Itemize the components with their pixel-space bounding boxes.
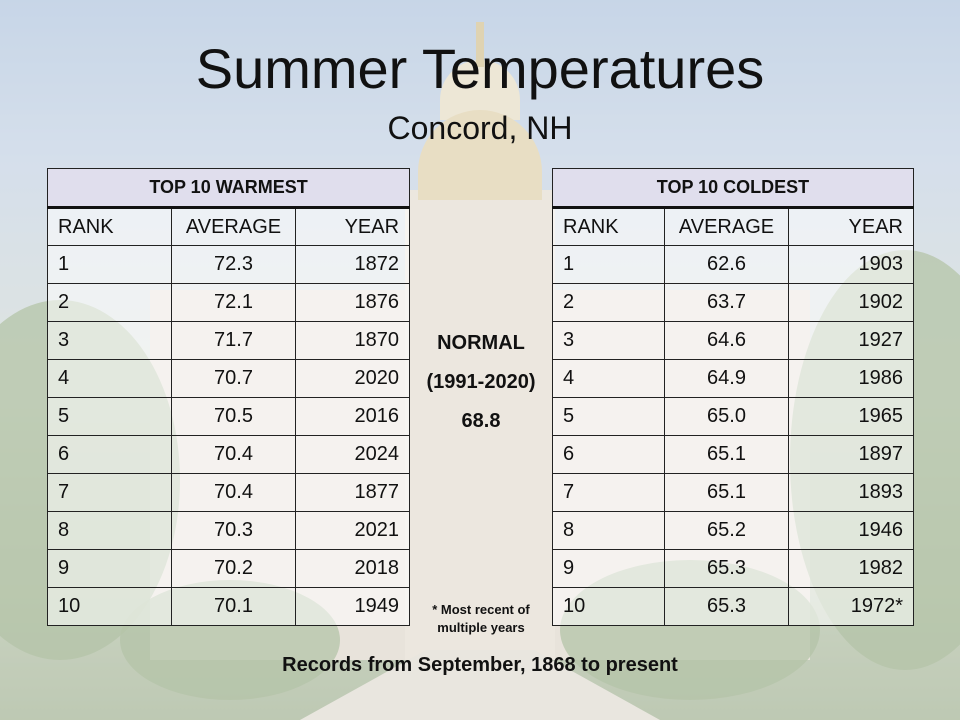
cell-average: 65.1 (664, 473, 789, 512)
coldest-column-year: YEAR (788, 207, 914, 246)
cell-year: 1872 (294, 245, 411, 284)
cell-rank: 1 (552, 245, 665, 284)
cell-average: 65.0 (664, 397, 789, 436)
cell-average: 65.2 (664, 511, 789, 550)
cell-rank: 4 (552, 359, 665, 398)
cell-average: 62.6 (664, 245, 789, 284)
warmest-column-header-row: RANK AVERAGE YEAR (47, 207, 411, 246)
table-row: 4 70.7 2020 (47, 359, 411, 398)
cell-rank: 10 (552, 587, 665, 626)
cell-average: 63.7 (664, 283, 789, 322)
table-row: 7 65.1 1893 (552, 473, 914, 512)
cell-year: 2020 (294, 359, 411, 398)
cell-average: 70.7 (171, 359, 296, 398)
cell-rank: 8 (552, 511, 665, 550)
cell-year: 1893 (788, 473, 914, 512)
normal-period: (1991-2020) (426, 371, 536, 393)
table-row: 4 64.9 1986 (552, 359, 914, 398)
cell-year: 1876 (294, 283, 411, 322)
table-row: 8 70.3 2021 (47, 511, 411, 550)
cell-rank: 2 (47, 283, 172, 322)
cell-average: 72.3 (171, 245, 296, 284)
cell-year: 1870 (294, 321, 411, 360)
cell-year: 2018 (294, 549, 411, 588)
table-row: 3 64.6 1927 (552, 321, 914, 360)
cell-year: 1897 (788, 435, 914, 474)
warmest-header: TOP 10 WARMEST (46, 168, 411, 209)
cell-average: 64.9 (664, 359, 789, 398)
footnote: * Most recent of multiple years (432, 602, 530, 635)
table-row: 9 70.2 2018 (47, 549, 411, 588)
normal-label: NORMAL (437, 332, 525, 354)
table-row: 8 65.2 1946 (552, 511, 914, 550)
cell-average: 72.1 (171, 283, 296, 322)
cell-rank: 6 (552, 435, 665, 474)
table-row: 10 65.3 1972* (552, 587, 914, 626)
cell-average: 65.3 (664, 587, 789, 626)
warmest-column-year: YEAR (294, 207, 411, 246)
cell-average: 64.6 (664, 321, 789, 360)
normal-value: 68.8 (461, 410, 501, 432)
table-row: 10 70.1 1949 (47, 587, 411, 626)
cell-average: 70.3 (171, 511, 296, 550)
page-title: Summer Temperatures (195, 37, 765, 100)
cell-year: 1946 (788, 511, 914, 550)
cell-rank: 1 (47, 245, 172, 284)
cell-year: 1927 (788, 321, 914, 360)
cell-year: 1903 (788, 245, 914, 284)
table-row: 6 70.4 2024 (47, 435, 411, 474)
table-row: 7 70.4 1877 (47, 473, 411, 512)
table-row: 2 72.1 1876 (47, 283, 411, 322)
cell-rank: 3 (552, 321, 665, 360)
warmest-column-rank: RANK (47, 207, 172, 246)
cell-rank: 2 (552, 283, 665, 322)
cell-rank: 7 (552, 473, 665, 512)
cell-average: 71.7 (171, 321, 296, 360)
table-row: 3 71.7 1870 (47, 321, 411, 360)
cell-year: 1972* (788, 587, 914, 626)
cell-year: 2024 (294, 435, 411, 474)
cell-average: 70.4 (171, 435, 296, 474)
cell-rank: 7 (47, 473, 172, 512)
warmest-table: TOP 10 WARMEST RANK AVERAGE YEAR 1 72.3 1872 2… (46, 168, 411, 626)
warmest-column-average: AVERAGE (171, 207, 296, 246)
cell-rank: 9 (47, 549, 172, 588)
cell-year: 1949 (294, 587, 411, 626)
cell-average: 70.2 (171, 549, 296, 588)
page-subtitle: Concord, NH (387, 110, 573, 146)
table-row: 1 72.3 1872 (47, 245, 411, 284)
cell-year: 1877 (294, 473, 411, 512)
cell-rank: 4 (47, 359, 172, 398)
cell-rank: 3 (47, 321, 172, 360)
cell-rank: 5 (552, 397, 665, 436)
cell-year: 1902 (788, 283, 914, 322)
cell-rank: 5 (47, 397, 172, 436)
cell-average: 65.1 (664, 435, 789, 474)
coldest-column-average: AVERAGE (664, 207, 789, 246)
coldest-column-header-row: RANK AVERAGE YEAR (552, 207, 914, 246)
cell-year: 1982 (788, 549, 914, 588)
table-row: 2 63.7 1902 (552, 283, 914, 322)
coldest-table: TOP 10 COLDEST RANK AVERAGE YEAR 1 62.6 1903 2… (552, 168, 914, 626)
table-row: 6 65.1 1897 (552, 435, 914, 474)
cell-rank: 9 (552, 549, 665, 588)
table-row: 9 65.3 1982 (552, 549, 914, 588)
table-row: 5 65.0 1965 (552, 397, 914, 436)
table-row: 1 62.6 1903 (552, 245, 914, 284)
cell-year: 2016 (294, 397, 411, 436)
cell-average: 70.5 (171, 397, 296, 436)
cell-year: 2021 (294, 511, 411, 550)
records-footer: Records from September, 1868 to present (282, 654, 678, 676)
cell-rank: 6 (47, 435, 172, 474)
coldest-header: TOP 10 COLDEST (552, 168, 914, 209)
cell-year: 1986 (788, 359, 914, 398)
cell-rank: 8 (47, 511, 172, 550)
table-row: 5 70.5 2016 (47, 397, 411, 436)
coldest-column-rank: RANK (552, 207, 665, 246)
cell-average: 70.4 (171, 473, 296, 512)
cell-average: 70.1 (171, 587, 296, 626)
cell-average: 65.3 (664, 549, 789, 588)
cell-year: 1965 (788, 397, 914, 436)
cell-rank: 10 (47, 587, 172, 626)
